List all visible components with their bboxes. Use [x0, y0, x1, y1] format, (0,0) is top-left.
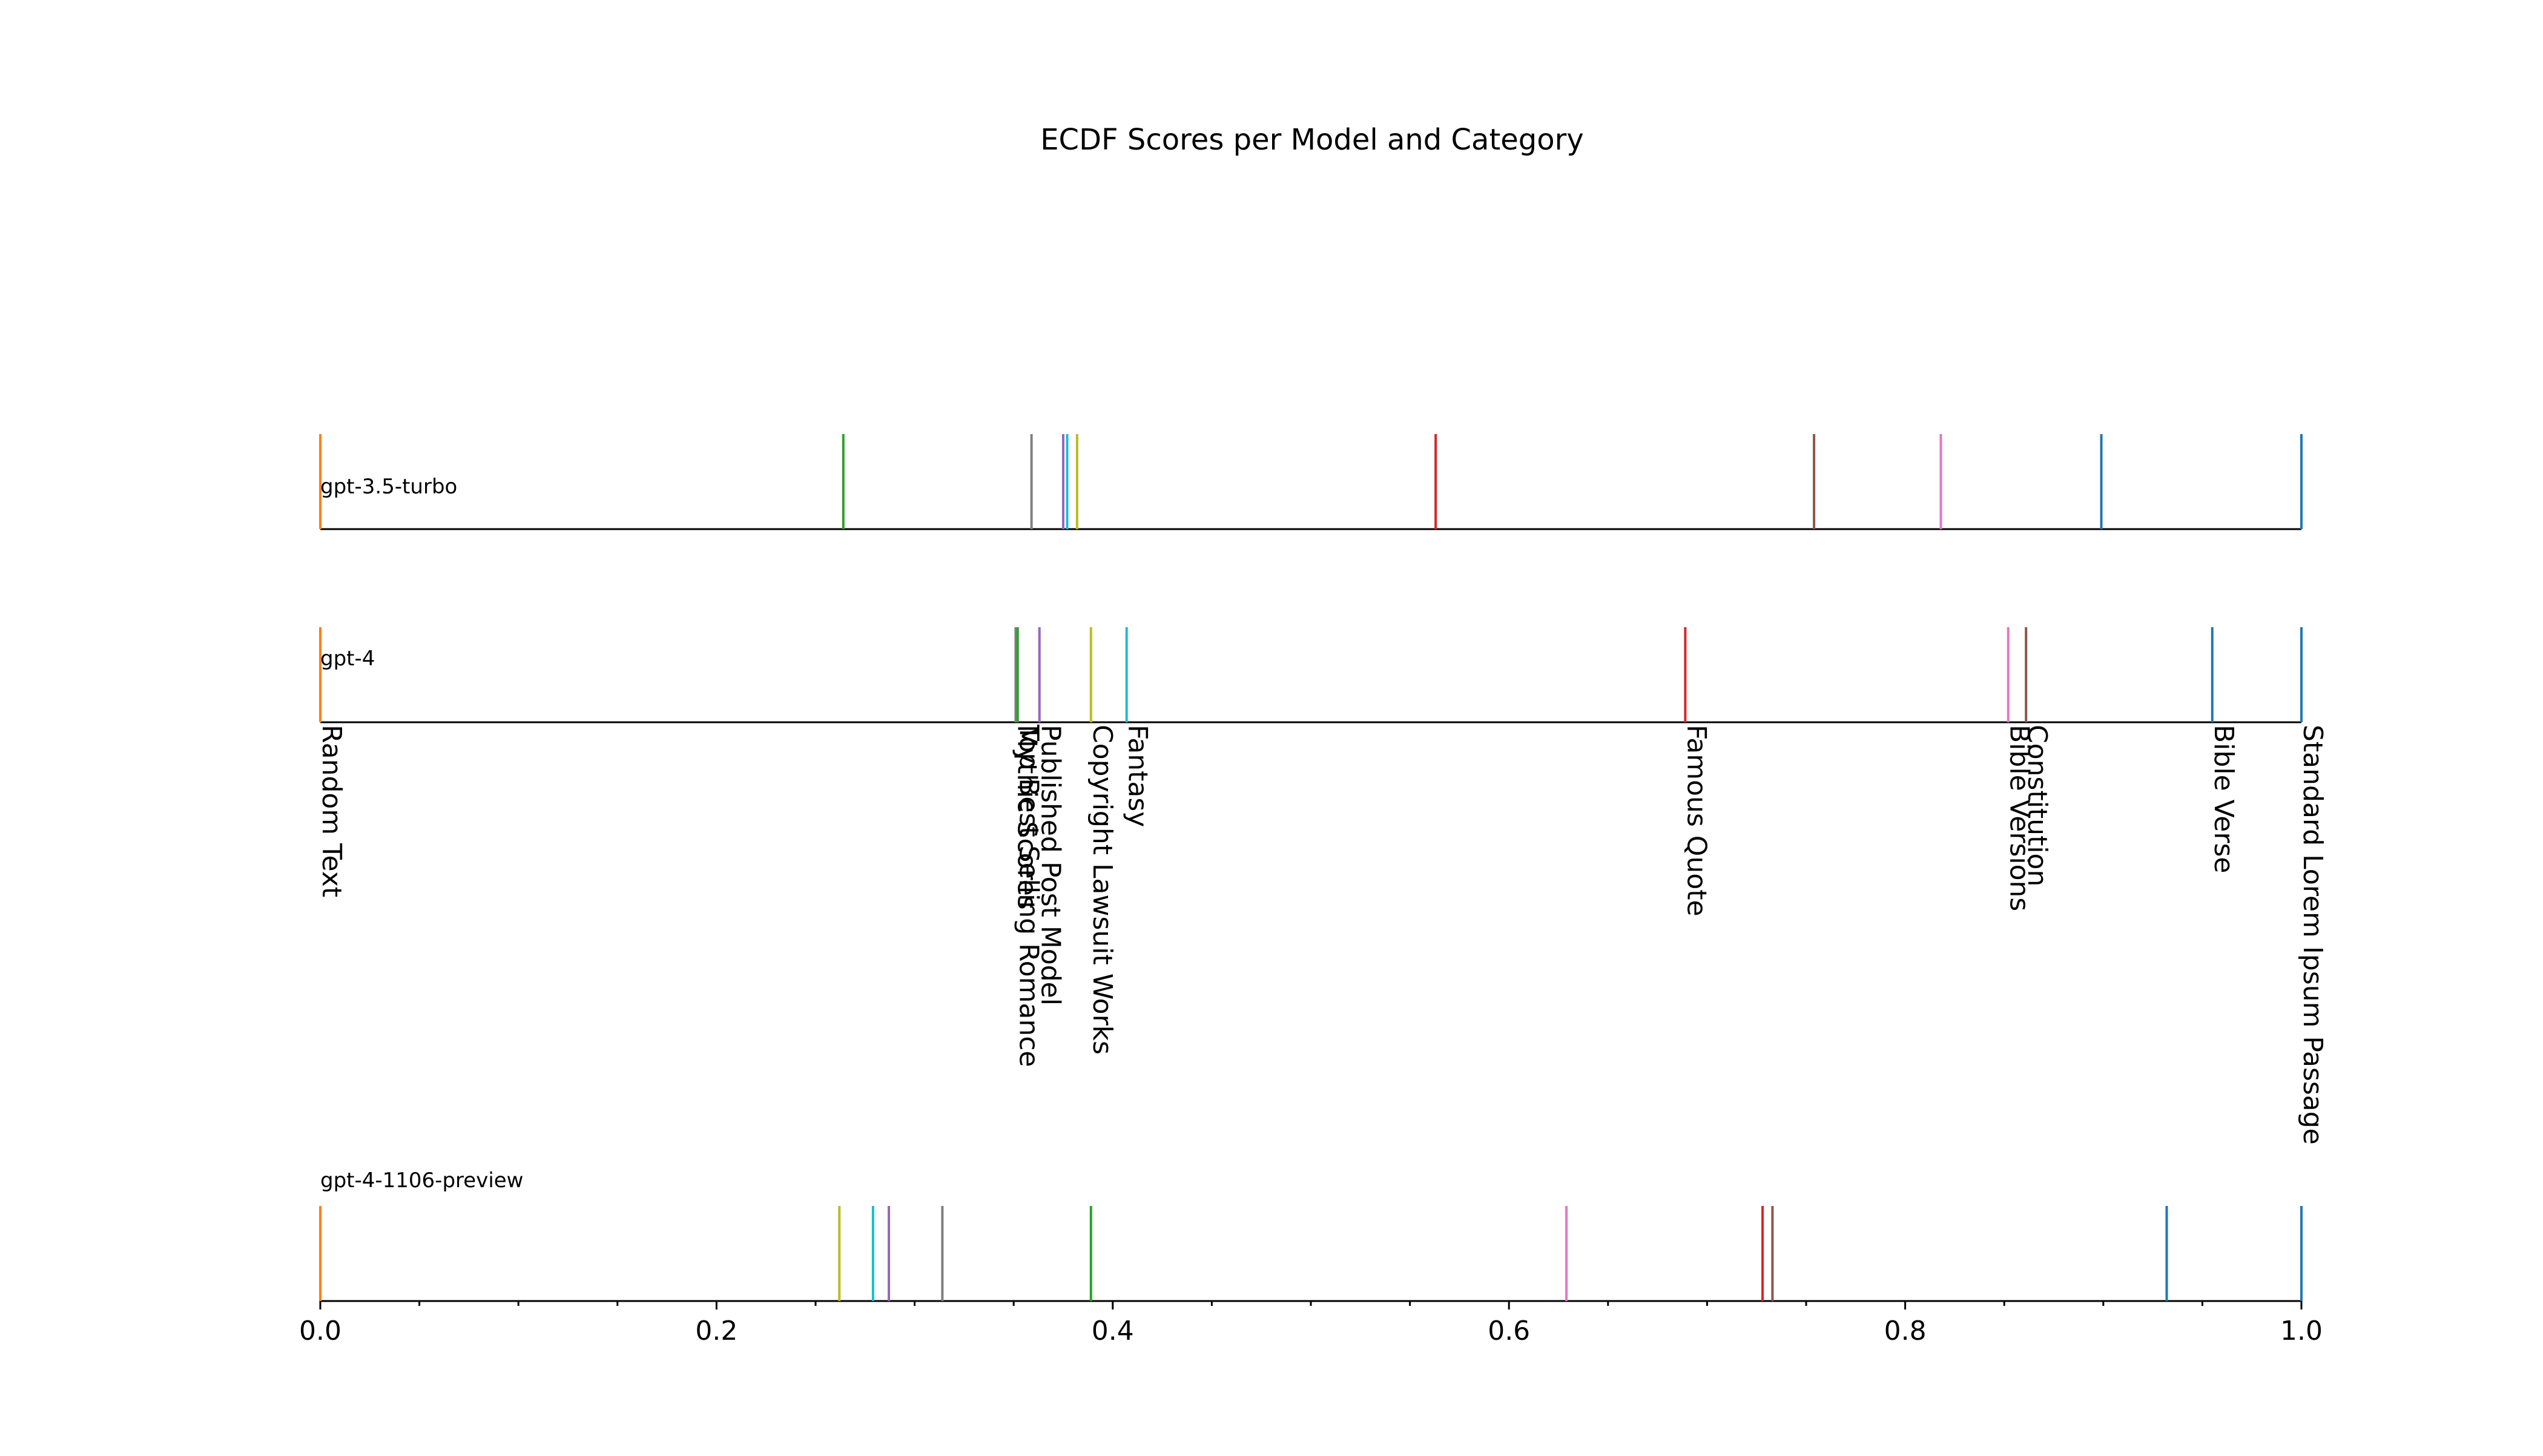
- x-tick-label: 0.6: [1488, 1316, 1530, 1346]
- category-label: Copyright Lawsuit Works: [1087, 725, 1118, 1055]
- model-label: gpt-4: [320, 647, 375, 671]
- x-tick-label: 0.8: [1884, 1316, 1927, 1346]
- chart-title: ECDF Scores per Model and Category: [1040, 123, 1584, 157]
- x-tick-label: 0.2: [695, 1316, 737, 1346]
- category-label: Standard Lorem Ipsum Passage: [2297, 725, 2328, 1145]
- x-tick-label: 1.0: [2280, 1316, 2323, 1346]
- category-label: Bible Versions: [2004, 725, 2035, 911]
- model-label: gpt-3.5-turbo: [320, 475, 457, 499]
- category-label: Random Text: [316, 725, 347, 897]
- category-label: Top Best Selling Romance: [1014, 724, 1044, 1067]
- x-tick-label: 0.4: [1092, 1316, 1134, 1346]
- category-label: Constitution: [2022, 725, 2053, 886]
- category-label: Published Post Model: [1035, 725, 1066, 1006]
- category-label: Famous Quote: [1681, 725, 1712, 917]
- category-label: Mythic Scores: [1011, 725, 1042, 910]
- category-label: Fantasy: [1123, 725, 1153, 827]
- model-label: gpt-4-1106-preview: [320, 1168, 523, 1193]
- category-label: Bible Verse: [2208, 725, 2239, 873]
- x-tick-label: 0.0: [299, 1316, 341, 1346]
